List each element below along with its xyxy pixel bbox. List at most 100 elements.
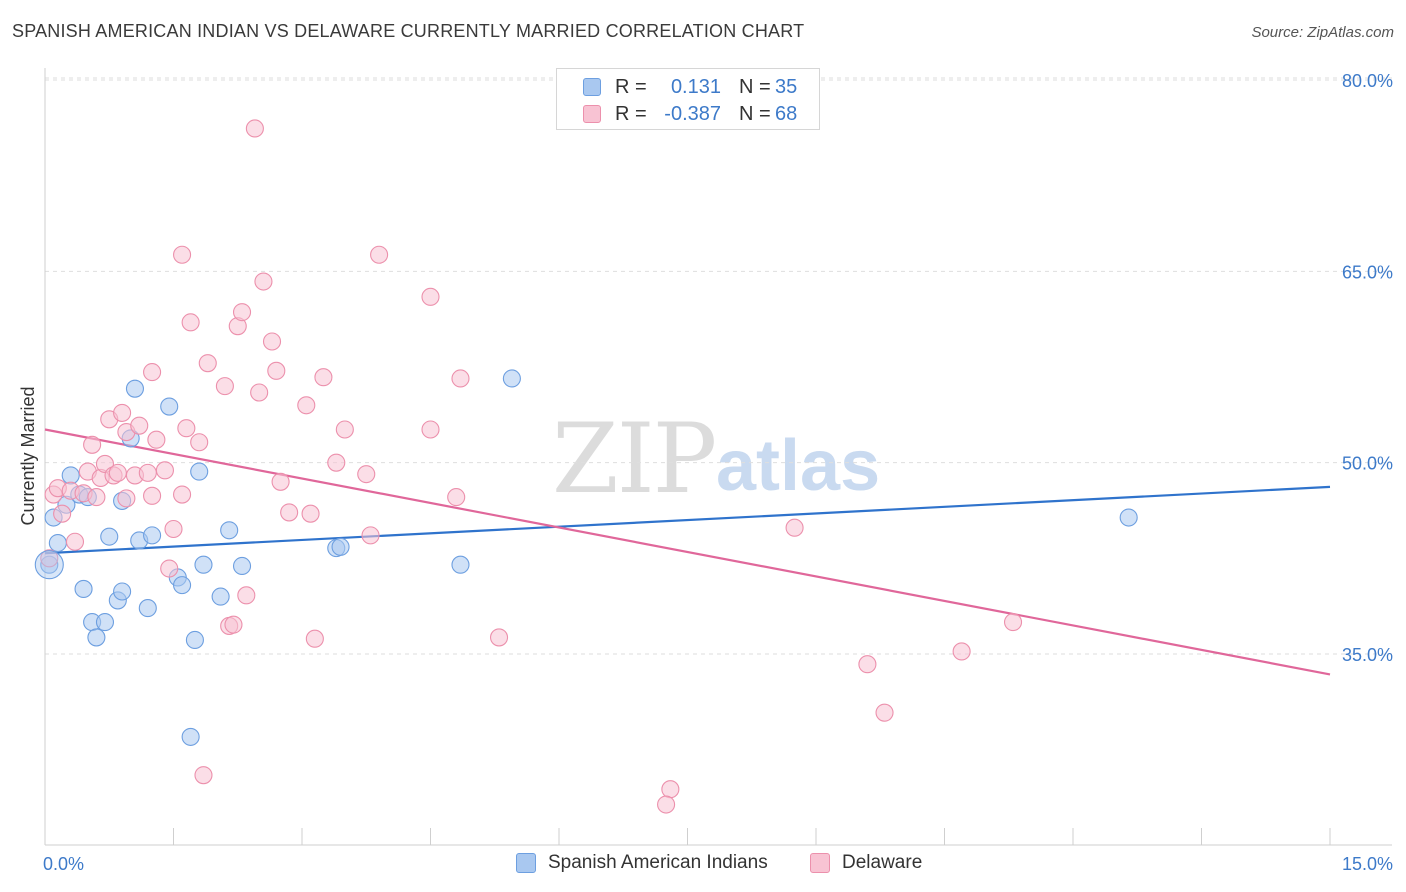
data-point-delaware xyxy=(254,272,273,291)
data-point-spanish-american-indians xyxy=(143,526,162,545)
data-point-delaware xyxy=(65,532,85,551)
data-point-delaware xyxy=(194,766,213,785)
data-point-delaware xyxy=(657,795,676,814)
y-tick-label: 35.0% xyxy=(1342,645,1393,665)
y-tick-label: 80.0% xyxy=(1342,71,1393,91)
data-point-spanish-american-indians xyxy=(125,379,144,398)
legend-item-spanish-american-indians: Spanish American Indians xyxy=(516,852,768,874)
data-point-delaware xyxy=(314,368,333,387)
legend-swatch-pink xyxy=(583,105,601,123)
legend-row-delaware: R = -0.387 N = 68 xyxy=(583,103,797,125)
trend-line-spanish-american-indians xyxy=(44,485,1331,555)
data-point-delaware xyxy=(224,615,243,634)
legend-row-spanish-american-indians: R = 0.131 N = 35 xyxy=(583,76,797,98)
data-point-spanish-american-indians xyxy=(160,397,179,416)
data-point-spanish-american-indians xyxy=(61,466,80,485)
axes xyxy=(44,68,1392,846)
data-point-spanish-american-indians xyxy=(190,462,209,481)
data-point-delaware xyxy=(177,419,196,438)
data-point-delaware xyxy=(181,313,200,332)
data-point-spanish-american-indians xyxy=(138,599,157,618)
data-point-delaware xyxy=(370,245,389,264)
data-point-delaware xyxy=(173,485,192,504)
data-point-delaware xyxy=(155,461,174,480)
legend-swatch-blue xyxy=(583,78,601,96)
x-tick-label: 0.0% xyxy=(43,854,84,874)
data-point-delaware xyxy=(305,629,324,648)
data-point-delaware xyxy=(147,430,166,449)
data-point-spanish-american-indians xyxy=(331,537,350,556)
watermark-atlas: atlas xyxy=(716,426,880,506)
data-point-delaware xyxy=(164,519,183,539)
data-point-delaware xyxy=(143,486,162,505)
data-point-delaware xyxy=(447,488,466,507)
data-point-delaware xyxy=(245,119,264,138)
data-point-delaware xyxy=(215,377,234,396)
source-label: Source: ZipAtlas.com xyxy=(1251,24,1394,41)
data-point-spanish-american-indians xyxy=(1119,508,1138,527)
data-point-delaware xyxy=(198,354,217,373)
data-point-spanish-american-indians xyxy=(211,587,230,606)
data-point-spanish-american-indians xyxy=(181,727,200,746)
legend-r-label: R = xyxy=(615,75,647,98)
data-point-spanish-american-indians xyxy=(185,630,204,650)
x-tick-label: 15.0% xyxy=(1342,854,1393,874)
legend-item-label: Spanish American Indians xyxy=(548,852,768,873)
data-point-delaware xyxy=(361,526,380,545)
data-point-delaware xyxy=(301,504,320,523)
data-point-spanish-american-indians xyxy=(87,628,106,647)
data-point-spanish-american-indians xyxy=(113,582,132,601)
data-point-delaware xyxy=(173,245,192,264)
data-point-delaware xyxy=(117,489,136,508)
data-point-spanish-american-indians xyxy=(173,576,192,595)
data-point-delaware xyxy=(451,369,470,388)
data-point-spanish-american-indians xyxy=(220,521,239,540)
data-point-delaware xyxy=(267,361,286,380)
y-axis-label: Currently Married xyxy=(18,386,38,525)
legend-r-label: R = xyxy=(615,102,647,125)
legend-n-value: 35 xyxy=(775,75,798,98)
data-point-delaware xyxy=(138,463,157,482)
legend-r-value: -0.387 xyxy=(664,102,721,125)
data-point-delaware xyxy=(83,435,102,454)
data-point-delaware xyxy=(952,642,971,661)
data-point-delaware xyxy=(875,703,894,722)
data-point-delaware xyxy=(130,416,149,435)
data-point-delaware xyxy=(190,433,209,452)
correlation-legend: R = 0.131 N = 35 R = -0.387 N = 68 xyxy=(556,68,820,130)
data-point-delaware xyxy=(421,420,440,439)
data-point-spanish-american-indians xyxy=(100,527,119,546)
data-point-delaware xyxy=(160,559,179,578)
legend-r-value: 0.131 xyxy=(670,75,721,98)
data-point-delaware xyxy=(237,586,256,605)
data-point-delaware xyxy=(232,303,252,322)
data-point-delaware xyxy=(421,287,440,306)
data-point-delaware xyxy=(280,503,299,522)
legend-item-delaware: Delaware xyxy=(810,852,922,874)
data-point-delaware xyxy=(327,453,346,472)
legend-n-label: N = xyxy=(739,102,771,125)
data-point-delaware xyxy=(143,363,162,382)
data-point-spanish-american-indians xyxy=(232,556,252,576)
series-legend: Spanish American Indians Delaware xyxy=(0,852,1406,878)
y-tick-label: 50.0% xyxy=(1342,454,1393,474)
axis-labels: 35.0% 50.0% 65.0% 80.0% 0.0% 15.0% Currently M… xyxy=(18,71,1393,874)
data-points xyxy=(34,119,1138,814)
chart-title: SPANISH AMERICAN INDIAN VS DELAWARE CURR… xyxy=(12,21,805,41)
data-point-delaware xyxy=(250,383,269,402)
data-point-delaware xyxy=(335,420,354,439)
legend-swatch-blue xyxy=(516,853,536,873)
data-point-delaware xyxy=(661,780,680,799)
data-point-spanish-american-indians xyxy=(48,533,67,553)
data-point-delaware xyxy=(40,549,59,568)
data-point-delaware xyxy=(108,463,127,482)
data-point-delaware xyxy=(262,332,282,351)
data-point-delaware xyxy=(297,396,316,415)
legend-item-label: Delaware xyxy=(842,852,923,873)
data-point-delaware xyxy=(271,472,290,491)
data-point-delaware xyxy=(489,628,509,647)
data-point-delaware xyxy=(1003,613,1023,632)
data-point-delaware xyxy=(87,488,106,507)
data-point-spanish-american-indians xyxy=(451,555,470,574)
